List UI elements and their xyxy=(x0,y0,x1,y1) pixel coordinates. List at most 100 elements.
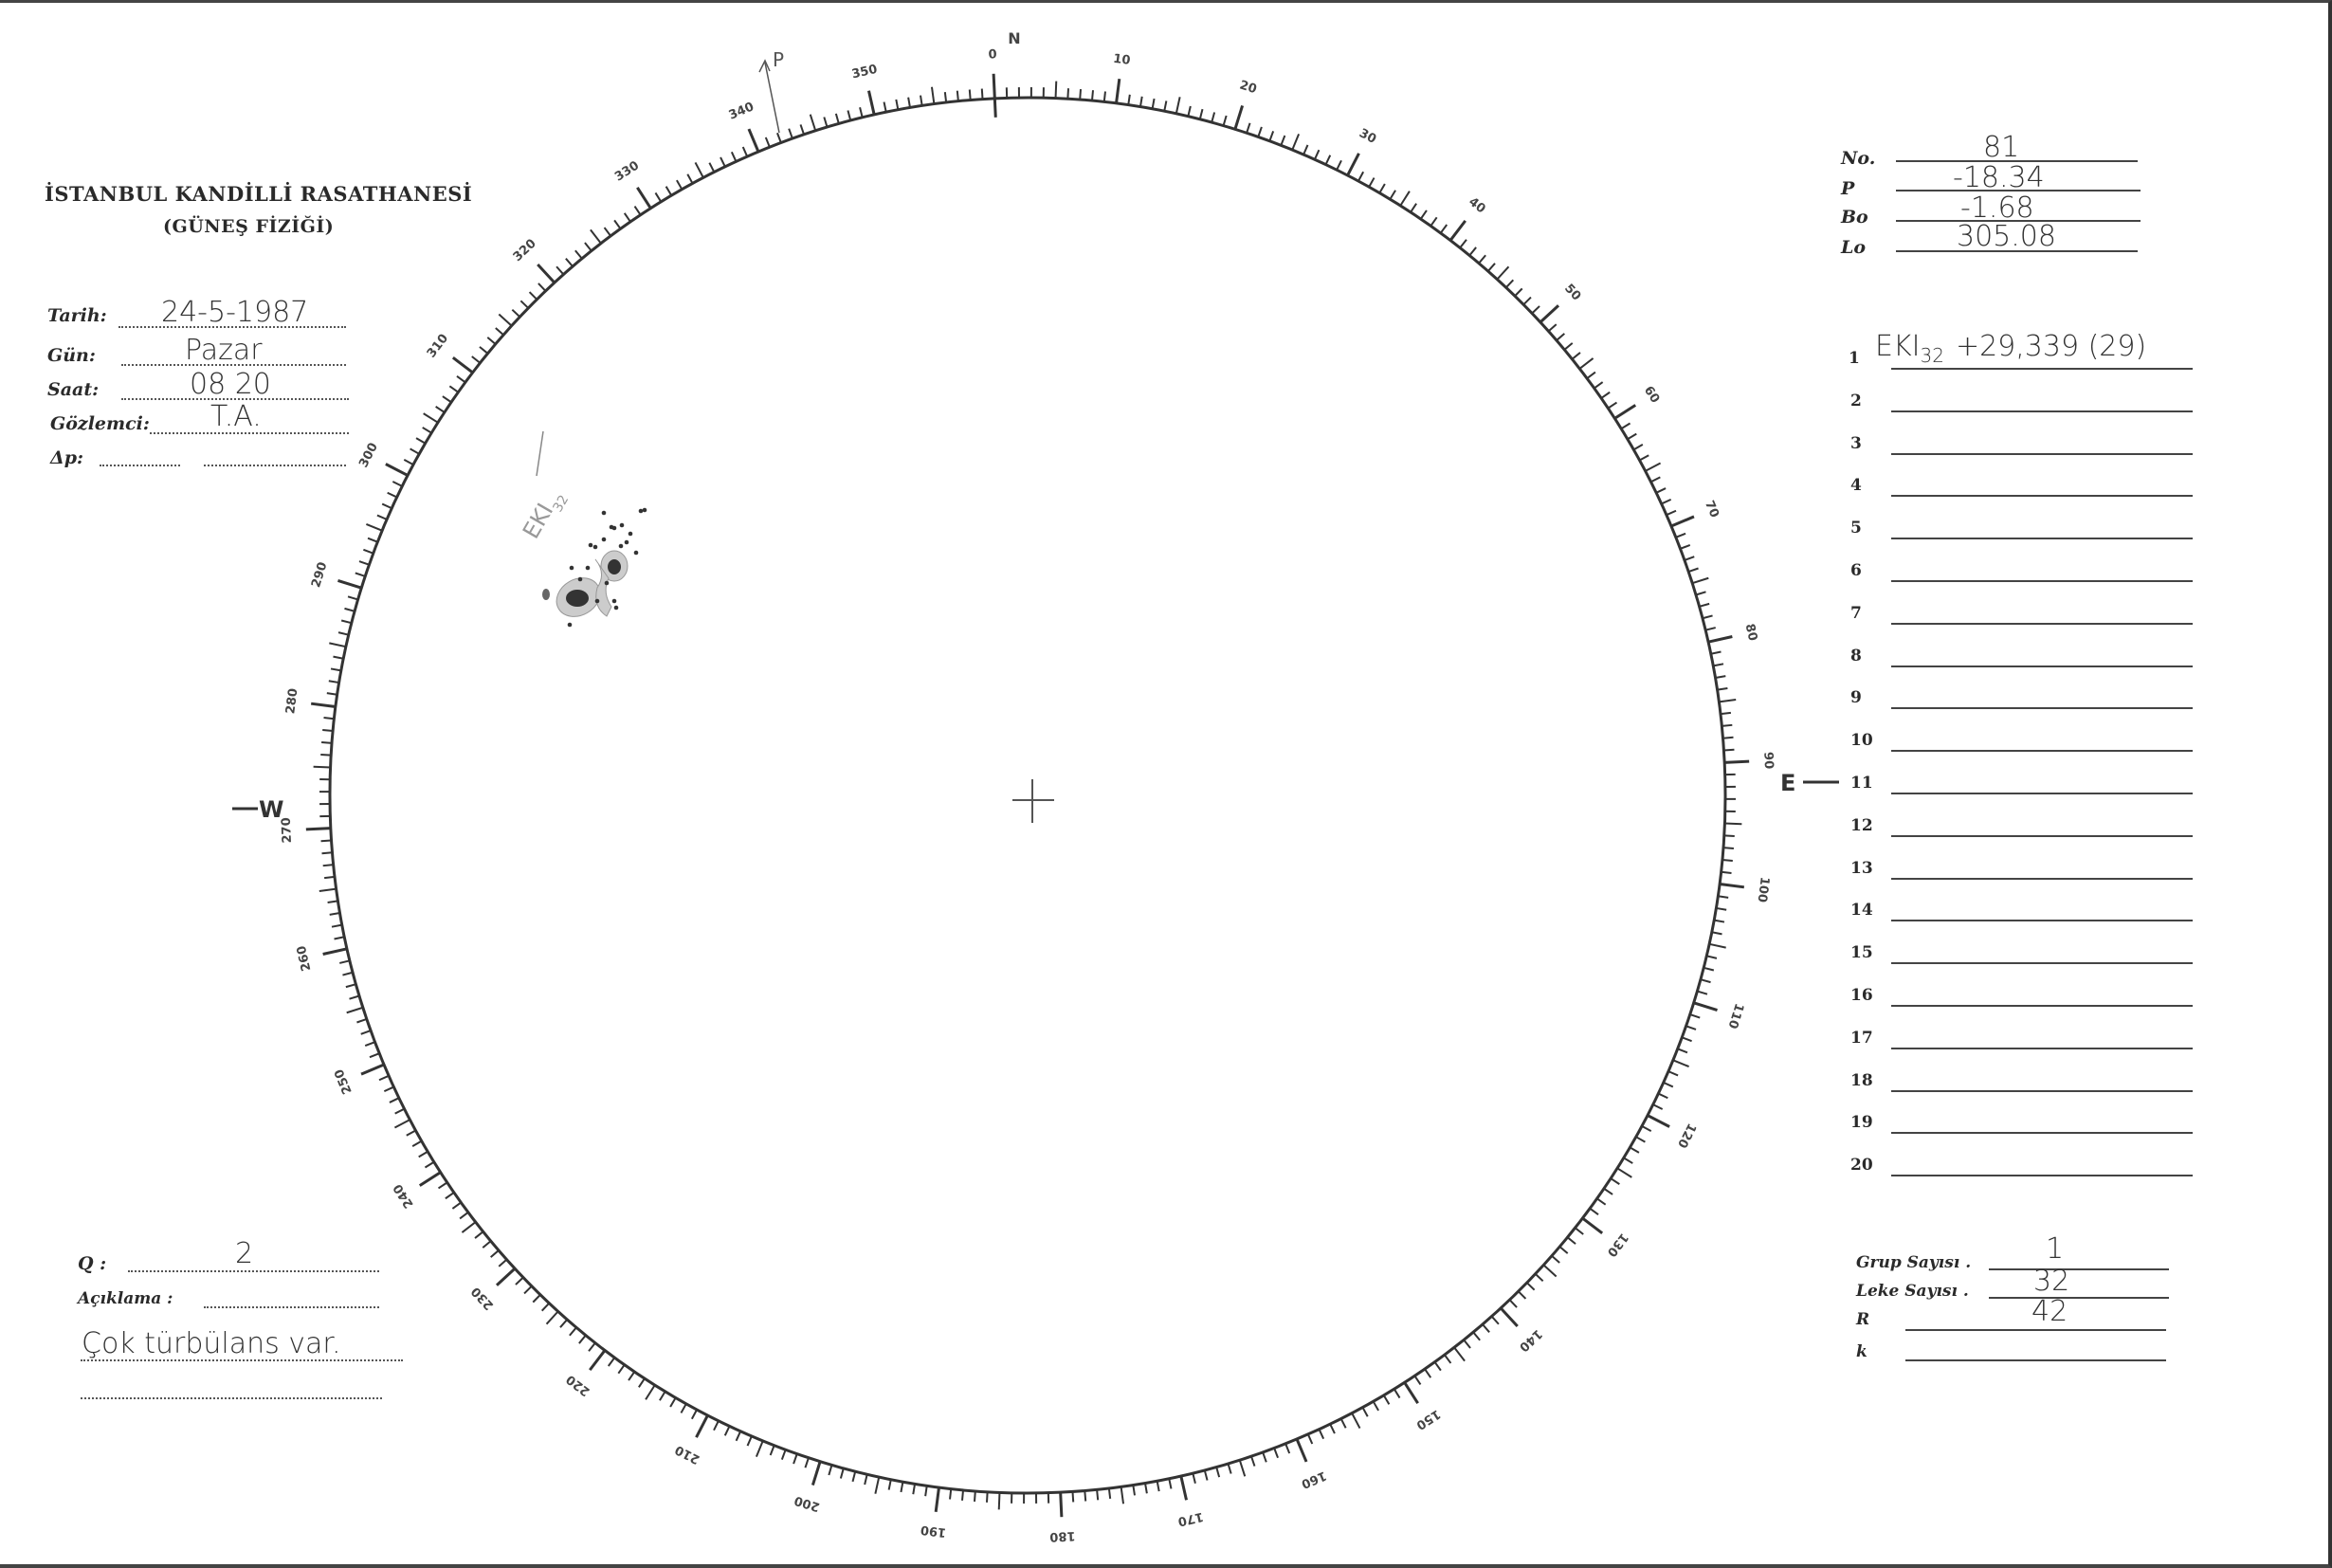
sunspot-pore xyxy=(611,598,617,604)
saat-value[interactable]: 08 20 xyxy=(190,368,271,401)
degree-labels: 0 10 20 30 40 50 60 70 80 90 100 110 120 130 140 150 160… xyxy=(280,47,1776,1543)
degree-tick xyxy=(1717,687,1728,691)
gozlemci-value[interactable]: T.A. xyxy=(210,400,262,433)
degree-tick xyxy=(1303,144,1309,155)
degree-tick xyxy=(1695,591,1706,596)
degree-tick xyxy=(1641,1125,1652,1133)
degree-tick xyxy=(1262,1451,1267,1463)
degree-tick xyxy=(645,1384,656,1400)
degree-tick xyxy=(1151,98,1156,110)
degree-tick xyxy=(356,1018,368,1024)
degree-tick xyxy=(556,265,565,276)
sunspot-pore xyxy=(577,576,583,582)
degree-tick xyxy=(1534,1273,1544,1283)
degree-tick xyxy=(1144,1483,1148,1494)
no-value[interactable]: 81 xyxy=(1983,131,2020,164)
degree-label: 90 xyxy=(1760,752,1776,770)
degree-tick xyxy=(1187,105,1192,117)
p-value[interactable]: -18.34 xyxy=(1953,161,2045,194)
degree-tick xyxy=(723,1425,731,1436)
degree-tick xyxy=(1132,1485,1136,1496)
degree-tick xyxy=(418,1171,442,1187)
degree-tick xyxy=(410,447,420,455)
degree-tick xyxy=(961,1489,965,1501)
degree-label: 330 xyxy=(612,158,642,184)
degree-tick xyxy=(934,1486,940,1513)
degree-tick xyxy=(337,578,362,590)
degree-tick xyxy=(451,1201,462,1210)
degree-label: 30 xyxy=(1357,126,1378,147)
degree-tick xyxy=(381,502,392,510)
group-row-line xyxy=(1891,1175,2193,1177)
group-row-line xyxy=(1891,834,2193,837)
degree-tick xyxy=(900,1481,904,1493)
degree-tick xyxy=(367,537,378,543)
degree-tick xyxy=(1558,1246,1569,1254)
degree-label: 70 xyxy=(1702,499,1722,520)
degree-tick xyxy=(445,1192,455,1200)
degree-label: 160 xyxy=(1299,1468,1328,1490)
sunspot-pore xyxy=(628,531,633,537)
grup-value[interactable]: 1 xyxy=(2046,1232,2065,1266)
group-row-number: 4 xyxy=(1850,476,1862,496)
group-row-number: 3 xyxy=(1850,433,1862,453)
group-row-line xyxy=(1891,665,2193,667)
degree-tick xyxy=(1222,115,1228,126)
bo-value[interactable]: -1.68 xyxy=(1960,191,2034,225)
degree-tick xyxy=(1667,1070,1679,1077)
degree-tick xyxy=(422,427,432,434)
degree-tick xyxy=(607,1357,616,1367)
degree-tick xyxy=(1295,1438,1308,1463)
gun-value[interactable]: Pazar xyxy=(185,334,263,367)
sunspot-pore xyxy=(542,589,550,600)
degree-tick xyxy=(1724,759,1750,764)
gun-label: Gün: xyxy=(47,345,96,366)
degree-tick xyxy=(442,395,452,404)
q-value[interactable]: 2 xyxy=(235,1237,254,1270)
degree-tick xyxy=(415,437,427,445)
r-value[interactable]: 42 xyxy=(2031,1295,2068,1328)
leke-value[interactable]: 32 xyxy=(2033,1265,2070,1298)
group-row-line xyxy=(1891,622,2193,625)
q-label: Q : xyxy=(78,1253,107,1274)
degree-tick xyxy=(1115,78,1121,104)
degree-tick xyxy=(590,228,602,245)
degree-tick xyxy=(323,875,336,880)
lo-value[interactable]: 305.08 xyxy=(1957,220,2056,253)
degree-tick xyxy=(1707,635,1733,644)
degree-tick xyxy=(1468,246,1477,257)
degree-tick xyxy=(1670,515,1695,528)
degree-tick xyxy=(617,1364,626,1375)
degree-tick xyxy=(569,1326,577,1337)
group-row-number: 1 xyxy=(1849,349,1860,368)
degree-tick xyxy=(735,1431,742,1442)
center-cross-icon xyxy=(1012,779,1054,823)
group-row-entry[interactable]: EKI32 +29,339 (29) xyxy=(1875,330,2146,367)
degree-tick xyxy=(479,346,489,355)
aciklama-value[interactable]: Çok türbülans var. xyxy=(82,1327,341,1360)
tarih-value[interactable]: 24-5-1987 xyxy=(161,296,309,329)
degree-tick xyxy=(1571,352,1581,360)
leke-line xyxy=(1989,1297,2169,1299)
degree-tick xyxy=(834,113,840,124)
degree-tick xyxy=(1500,1306,1519,1328)
degree-tick xyxy=(1047,1492,1050,1504)
degree-label: 110 xyxy=(1724,1001,1745,1030)
sunspot-pore xyxy=(604,580,610,586)
sunspot-pores xyxy=(567,507,647,628)
degree-tick xyxy=(313,765,331,769)
degree-tick xyxy=(764,137,771,148)
group-row-number: 8 xyxy=(1850,646,1862,665)
degree-tick xyxy=(329,642,347,648)
degree-label: 250 xyxy=(332,1067,355,1096)
r-label: R xyxy=(1856,1310,1870,1329)
degree-tick xyxy=(1291,134,1301,151)
degree-tick xyxy=(347,595,358,601)
degree-tick xyxy=(746,1435,753,1447)
degree-tick xyxy=(565,258,574,267)
group-row-number: 7 xyxy=(1850,603,1862,623)
degree-tick xyxy=(1719,883,1745,889)
degree-tick xyxy=(435,406,446,413)
group-row-number: 10 xyxy=(1850,731,1873,751)
